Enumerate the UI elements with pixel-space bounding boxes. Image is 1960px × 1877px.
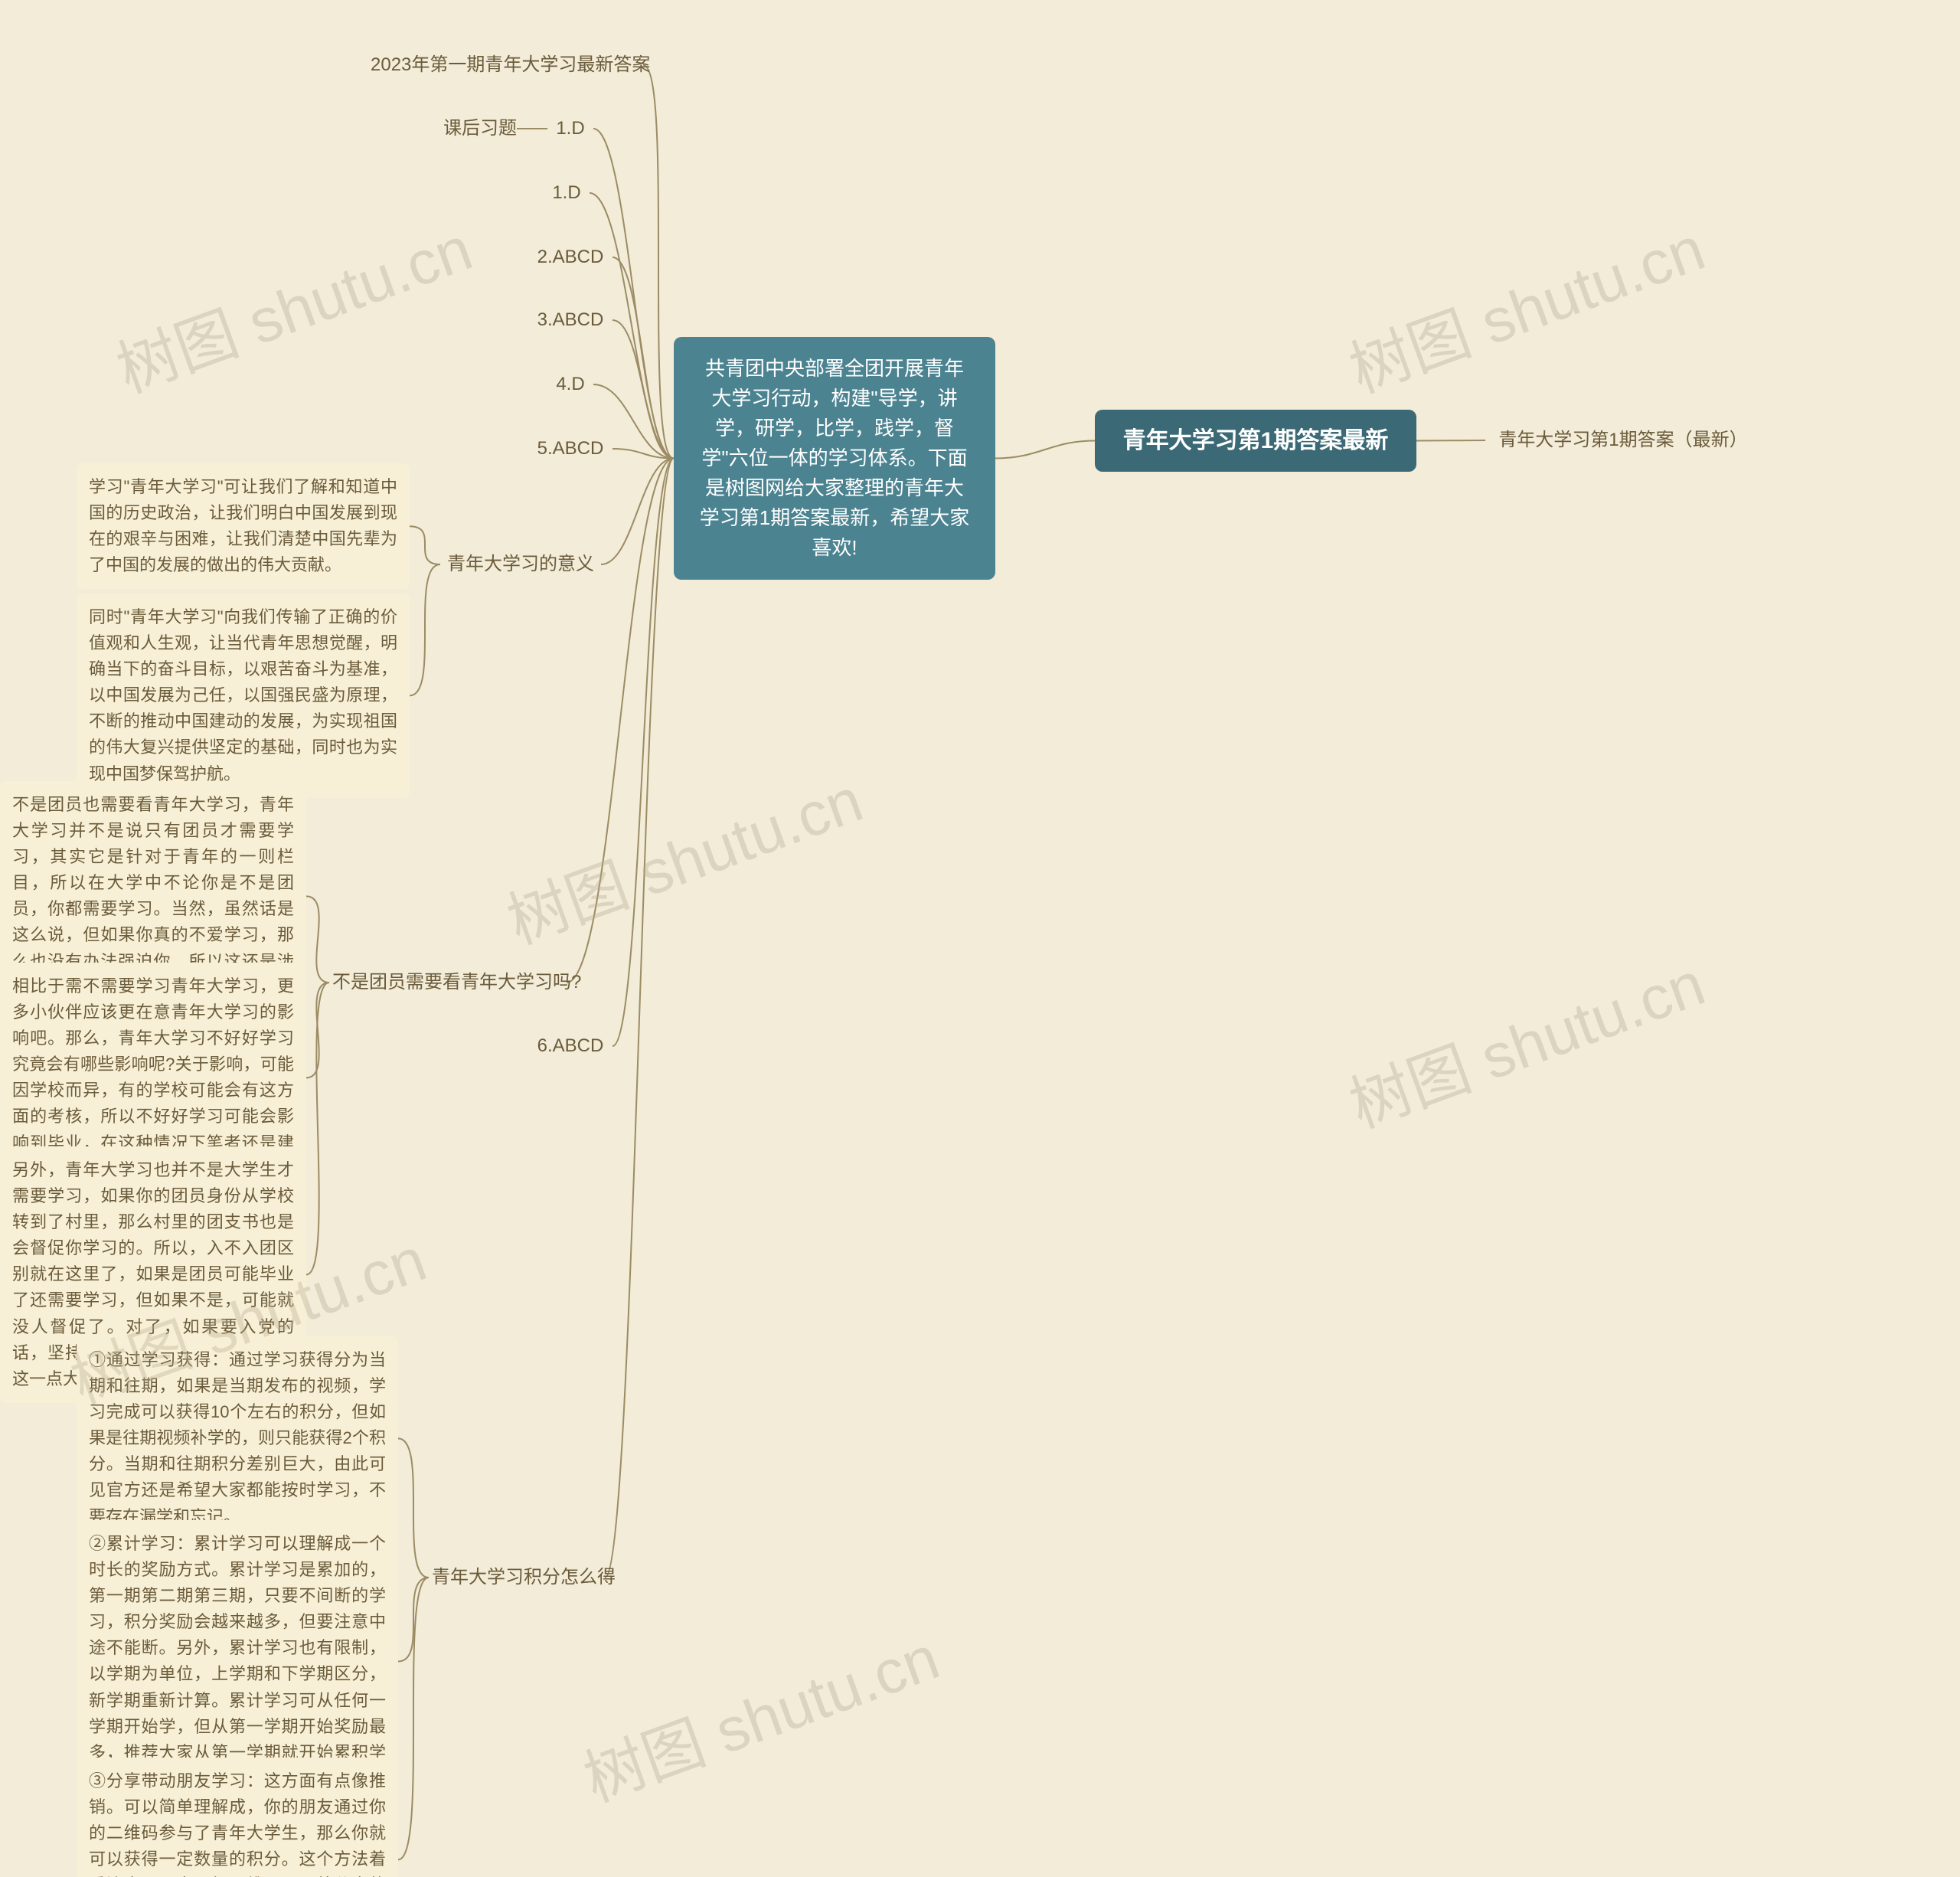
connector: [593, 129, 674, 459]
watermark-0: 树图 shutu.cn: [103, 200, 482, 410]
watermark-3: 树图 shutu.cn: [1336, 935, 1715, 1146]
watermark-5: 树图 shutu.cn: [570, 1609, 949, 1820]
connector: [612, 449, 674, 459]
node-q1d_a: 1.D: [547, 113, 593, 144]
node-meaning: 青年大学习的意义: [440, 549, 601, 580]
connector: [612, 320, 674, 459]
node-root: 青年大学习第1期答案最新: [1095, 410, 1416, 472]
node-rightAns: 青年大学习第1期答案（最新）: [1485, 425, 1761, 456]
node-m1: 学习"青年大学习"可让我们了解和知道中国的历史政治，让我们明白中国发展到现在的艰…: [77, 463, 410, 589]
node-q2: 2.ABCD: [528, 242, 612, 273]
watermark-1: 树图 shutu.cn: [1336, 200, 1715, 410]
connector: [398, 1578, 429, 1859]
connector: [605, 459, 674, 1578]
node-nonMember: 不是团员需要看青年大学习吗?: [329, 967, 567, 998]
connector: [1416, 440, 1485, 441]
connector: [410, 564, 440, 695]
node-q1d_b: 1.D: [544, 178, 590, 208]
connector: [643, 65, 674, 459]
connector: [398, 1578, 429, 1661]
connector: [995, 441, 1095, 459]
watermark-en: shutu.cn: [1456, 949, 1713, 1098]
node-teal: 共青团中央部署全团开展青年大学习行动，构建"导学，讲学，研学，比学，践学，督学"…: [674, 337, 995, 580]
watermark-cn: 树图: [576, 1708, 714, 1813]
connector: [612, 257, 674, 459]
node-q6: 6.ABCD: [528, 1031, 612, 1061]
watermark-2: 树图 shutu.cn: [494, 751, 873, 962]
watermark-cn: 树图: [109, 299, 247, 404]
connector: [410, 526, 440, 564]
node-q5: 5.ABCD: [528, 433, 612, 464]
watermark-cn: 树图: [1341, 299, 1480, 404]
watermark-en: shutu.cn: [691, 1623, 948, 1772]
node-q4: 4.D: [547, 369, 593, 400]
watermark-en: shutu.cn: [224, 214, 481, 363]
node-m2: 同时"青年大学习"向我们传输了正确的价值观和人生观，让当代青年思想觉醒，明确当下…: [77, 594, 410, 798]
node-points: 青年大学习积分怎么得: [429, 1562, 605, 1593]
node-pt3: ③分享带动朋友学习：这方面有点像推销。可以简单理解成，你的朋友通过你的二维码参与…: [77, 1758, 398, 1877]
connector: [612, 459, 674, 1047]
watermark-cn: 树图: [1341, 1034, 1480, 1140]
watermark-en: shutu.cn: [1456, 214, 1713, 363]
connector: [306, 983, 329, 1077]
node-q3: 3.ABCD: [528, 305, 612, 335]
watermark-cn: 树图: [499, 850, 638, 956]
connector: [567, 459, 674, 983]
connector: [398, 1438, 429, 1578]
watermark-en: shutu.cn: [614, 765, 871, 914]
node-afterQ: 课后习题: [440, 113, 517, 144]
connector: [306, 896, 329, 983]
node-pt1: ①通过学习获得：通过学习获得分为当期和往期，如果是当期发布的视频，学习完成可以获…: [77, 1336, 398, 1541]
connector: [306, 983, 329, 1274]
node-t2023: 2023年第一期青年大学习最新答案: [368, 50, 643, 80]
connector: [601, 459, 674, 565]
